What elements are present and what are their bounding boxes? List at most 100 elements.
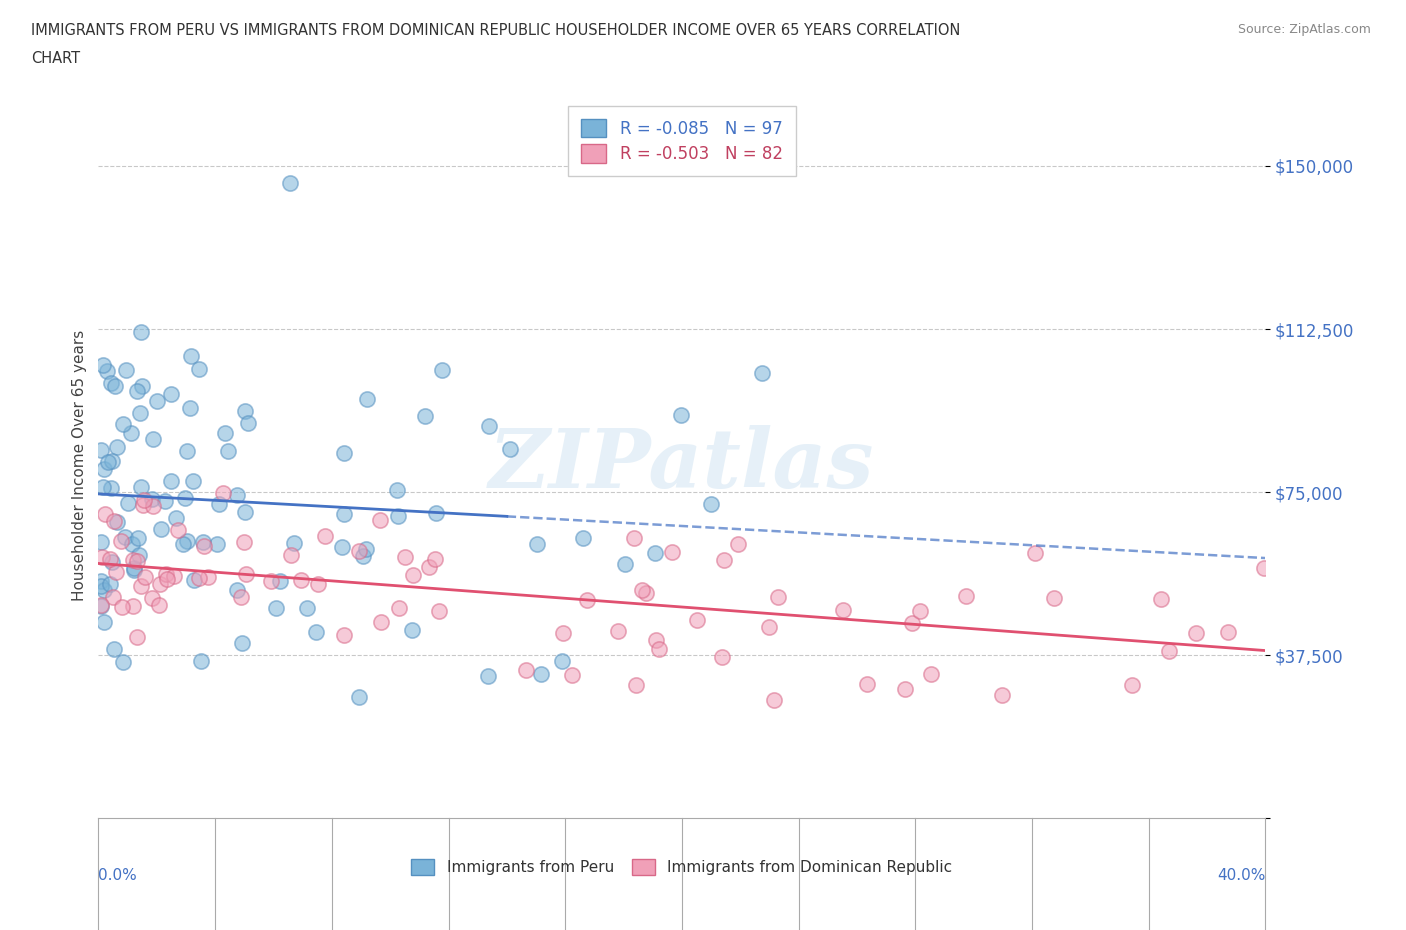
Point: [1253, 561, 1275, 576]
Point: [425, 506, 447, 521]
Point: [122, 563, 145, 578]
Point: [576, 592, 599, 607]
Point: [134, 493, 156, 508]
Point: [394, 550, 416, 565]
Point: [159, 386, 181, 401]
Point: [132, 498, 155, 512]
Point: [125, 629, 148, 644]
Point: [644, 546, 666, 561]
Point: [766, 589, 789, 604]
Point: [129, 578, 152, 593]
Point: [97, 455, 120, 470]
Point: [134, 570, 156, 585]
Point: [233, 535, 256, 550]
Y-axis label: Householder Income Over 65 years: Householder Income Over 65 years: [72, 329, 87, 601]
Point: [156, 572, 179, 587]
Point: [260, 574, 283, 589]
Point: [402, 567, 425, 582]
Point: [644, 632, 666, 647]
Point: [1150, 591, 1173, 606]
Point: [110, 533, 132, 548]
Point: [90, 599, 112, 614]
Point: [630, 582, 652, 597]
Point: [214, 426, 236, 441]
Point: [183, 573, 205, 588]
Point: [831, 603, 853, 618]
Point: [307, 577, 329, 591]
Point: [193, 538, 215, 553]
Point: [235, 566, 257, 581]
Text: IMMIGRANTS FROM PERU VS IMMIGRANTS FROM DOMINICAN REPUBLIC HOUSEHOLDER INCOME OV: IMMIGRANTS FROM PERU VS IMMIGRANTS FROM …: [31, 23, 960, 38]
Point: [90, 573, 112, 588]
Point: [117, 495, 139, 510]
Point: [120, 426, 142, 441]
Point: [212, 485, 235, 500]
Point: [686, 612, 709, 627]
Point: [624, 678, 647, 693]
Point: [356, 542, 378, 557]
Point: [413, 408, 436, 423]
Point: [607, 623, 630, 638]
Point: [235, 504, 257, 519]
Point: [648, 642, 671, 657]
Point: [114, 529, 136, 544]
Point: [122, 560, 145, 575]
Point: [149, 577, 172, 591]
Point: [280, 547, 302, 562]
Point: [572, 531, 595, 546]
Point: [96, 364, 118, 379]
Point: [356, 392, 378, 406]
Point: [190, 654, 212, 669]
Point: [332, 540, 354, 555]
Point: [176, 533, 198, 548]
Point: [131, 379, 153, 393]
Point: [100, 551, 122, 566]
Point: [105, 515, 128, 530]
Point: [172, 537, 194, 551]
Point: [305, 625, 328, 640]
Point: [142, 498, 165, 513]
Point: [634, 586, 657, 601]
Point: [1024, 546, 1046, 561]
Point: [266, 601, 288, 616]
Point: [699, 497, 721, 512]
Point: [129, 325, 152, 339]
Point: [127, 530, 149, 545]
Point: [150, 522, 173, 537]
Point: [181, 473, 204, 488]
Point: [205, 537, 228, 551]
Point: [100, 576, 122, 591]
Point: [671, 407, 693, 422]
Point: [290, 573, 312, 588]
Point: [515, 662, 537, 677]
Point: [163, 568, 186, 583]
Point: [100, 376, 122, 391]
Point: [235, 404, 257, 418]
Point: [236, 416, 259, 431]
Point: [179, 401, 201, 416]
Point: [180, 349, 202, 364]
Point: [187, 361, 209, 376]
Text: ZIPatlas: ZIPatlas: [489, 425, 875, 505]
Point: [142, 432, 165, 446]
Point: [101, 554, 124, 569]
Point: [105, 439, 128, 454]
Point: [100, 481, 122, 496]
Point: [710, 649, 733, 664]
Point: [127, 554, 149, 569]
Point: [197, 569, 219, 584]
Point: [333, 445, 356, 460]
Point: [160, 473, 183, 488]
Point: [763, 693, 786, 708]
Point: [499, 442, 522, 457]
Point: [352, 549, 374, 564]
Point: [93, 461, 115, 476]
Point: [174, 491, 197, 506]
Point: [101, 590, 124, 604]
Point: [112, 655, 135, 670]
Point: [347, 543, 370, 558]
Point: [387, 509, 409, 524]
Point: [661, 544, 683, 559]
Point: [115, 363, 138, 378]
Point: [758, 619, 780, 634]
